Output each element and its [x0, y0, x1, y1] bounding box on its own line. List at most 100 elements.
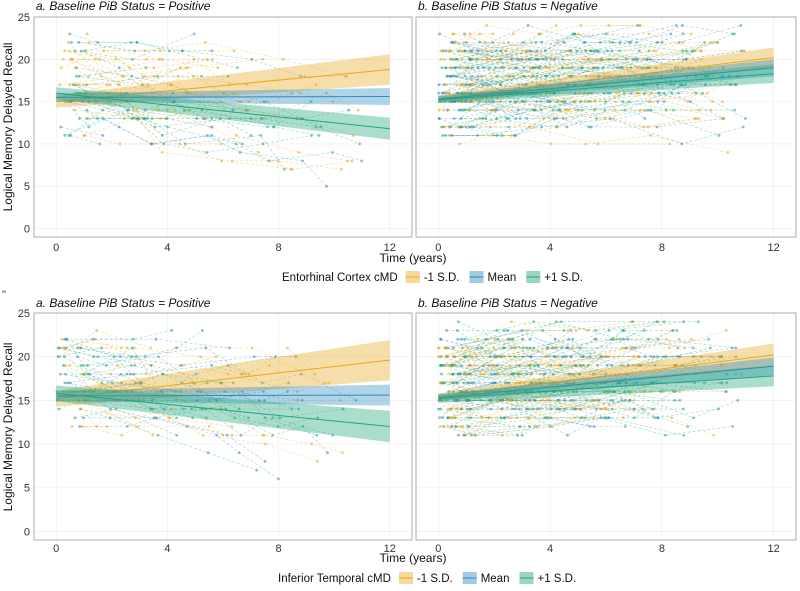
subject-point	[181, 49, 184, 53]
subject-trajectory	[69, 101, 98, 119]
subject-point	[289, 167, 293, 171]
subject-point	[507, 117, 510, 120]
subject-point	[522, 40, 525, 44]
subject-point	[578, 372, 581, 376]
subject-point	[511, 74, 515, 78]
subject-point	[647, 32, 651, 36]
subject-point	[230, 425, 234, 428]
subject-point	[578, 407, 582, 411]
subject-point	[450, 363, 454, 367]
subject-point	[449, 381, 452, 385]
subject-point	[437, 117, 441, 120]
subject-point	[143, 355, 147, 359]
subject-point	[684, 83, 688, 87]
subject-trajectory	[458, 321, 516, 349]
subject-point	[470, 74, 473, 78]
subject-point	[468, 363, 472, 367]
subject-point	[85, 83, 88, 87]
subject-point	[245, 108, 249, 112]
subject-point	[629, 91, 633, 95]
subject-point	[552, 372, 555, 376]
subject-point	[587, 125, 591, 129]
subject-point	[579, 100, 583, 104]
subject-point	[99, 74, 103, 78]
subject-trajectory	[462, 330, 677, 358]
subject-point	[58, 372, 62, 376]
subject-point	[472, 125, 476, 129]
subject-point	[573, 83, 577, 87]
subject-trajectory	[439, 338, 692, 366]
subject-point	[152, 142, 155, 146]
subject-point	[528, 57, 532, 61]
subject-point	[114, 407, 118, 411]
subject-point	[630, 390, 633, 393]
subject-point	[511, 32, 515, 36]
x-tick-label: 4	[547, 543, 553, 555]
subject-point	[729, 83, 733, 87]
subject-trajectory	[83, 408, 333, 436]
subject-trajectory	[446, 330, 572, 357]
subject-point	[622, 91, 626, 95]
subject-trajectory	[461, 84, 528, 119]
subject-point	[514, 398, 518, 402]
facet-title: a. Baseline PiB Status = Positive	[36, 0, 211, 13]
subject-trajectory	[457, 84, 592, 102]
subject-point	[130, 74, 133, 78]
subject-point	[562, 100, 566, 104]
subject-point	[670, 416, 674, 420]
subject-point	[480, 416, 484, 420]
subject-point	[497, 372, 501, 376]
subject-point	[596, 142, 599, 146]
subject-trajectory	[86, 33, 130, 69]
subject-point	[668, 142, 672, 146]
margin-mark: "	[2, 289, 6, 301]
subject-point	[118, 355, 122, 359]
subject-point	[536, 381, 540, 385]
subject-point	[446, 425, 450, 428]
subject-point	[84, 91, 88, 95]
subject-point	[610, 407, 614, 411]
subject-point	[632, 407, 636, 411]
subject-point	[620, 398, 623, 402]
subject-trajectory	[74, 67, 226, 111]
subject-point	[476, 74, 480, 78]
subject-point	[81, 416, 85, 420]
subject-point	[510, 346, 514, 350]
subject-point	[442, 49, 445, 53]
subject-point	[294, 355, 298, 359]
subject-point	[174, 390, 177, 393]
subject-trajectory	[463, 42, 570, 60]
subject-point	[218, 117, 222, 120]
subject-point	[667, 346, 671, 350]
subject-point	[150, 398, 154, 402]
subject-point	[624, 57, 628, 61]
subject-point	[523, 74, 526, 78]
subject-point	[672, 390, 675, 393]
subject-point	[63, 134, 67, 137]
subject-point	[712, 433, 715, 437]
subject-point	[612, 390, 616, 393]
subject-point	[297, 407, 300, 411]
subject-point	[101, 134, 105, 137]
subject-point	[469, 407, 472, 411]
subject-point	[520, 433, 524, 437]
subject-point	[678, 355, 682, 359]
subject-point	[449, 407, 453, 411]
subject-point	[175, 433, 179, 437]
subject-point	[314, 83, 318, 87]
subject-point	[459, 407, 463, 411]
subject-point	[491, 40, 495, 44]
subject-point	[571, 337, 575, 341]
subject-point	[195, 117, 199, 120]
subject-point	[466, 416, 470, 420]
subject-point	[652, 74, 656, 78]
subject-point	[560, 346, 564, 350]
x-tick-label: 12	[384, 242, 396, 254]
subject-point	[603, 355, 606, 359]
subject-point	[636, 363, 640, 367]
subject-point	[449, 74, 453, 78]
subject-point	[541, 398, 545, 402]
subject-point	[676, 66, 680, 70]
subject-point	[77, 74, 81, 78]
